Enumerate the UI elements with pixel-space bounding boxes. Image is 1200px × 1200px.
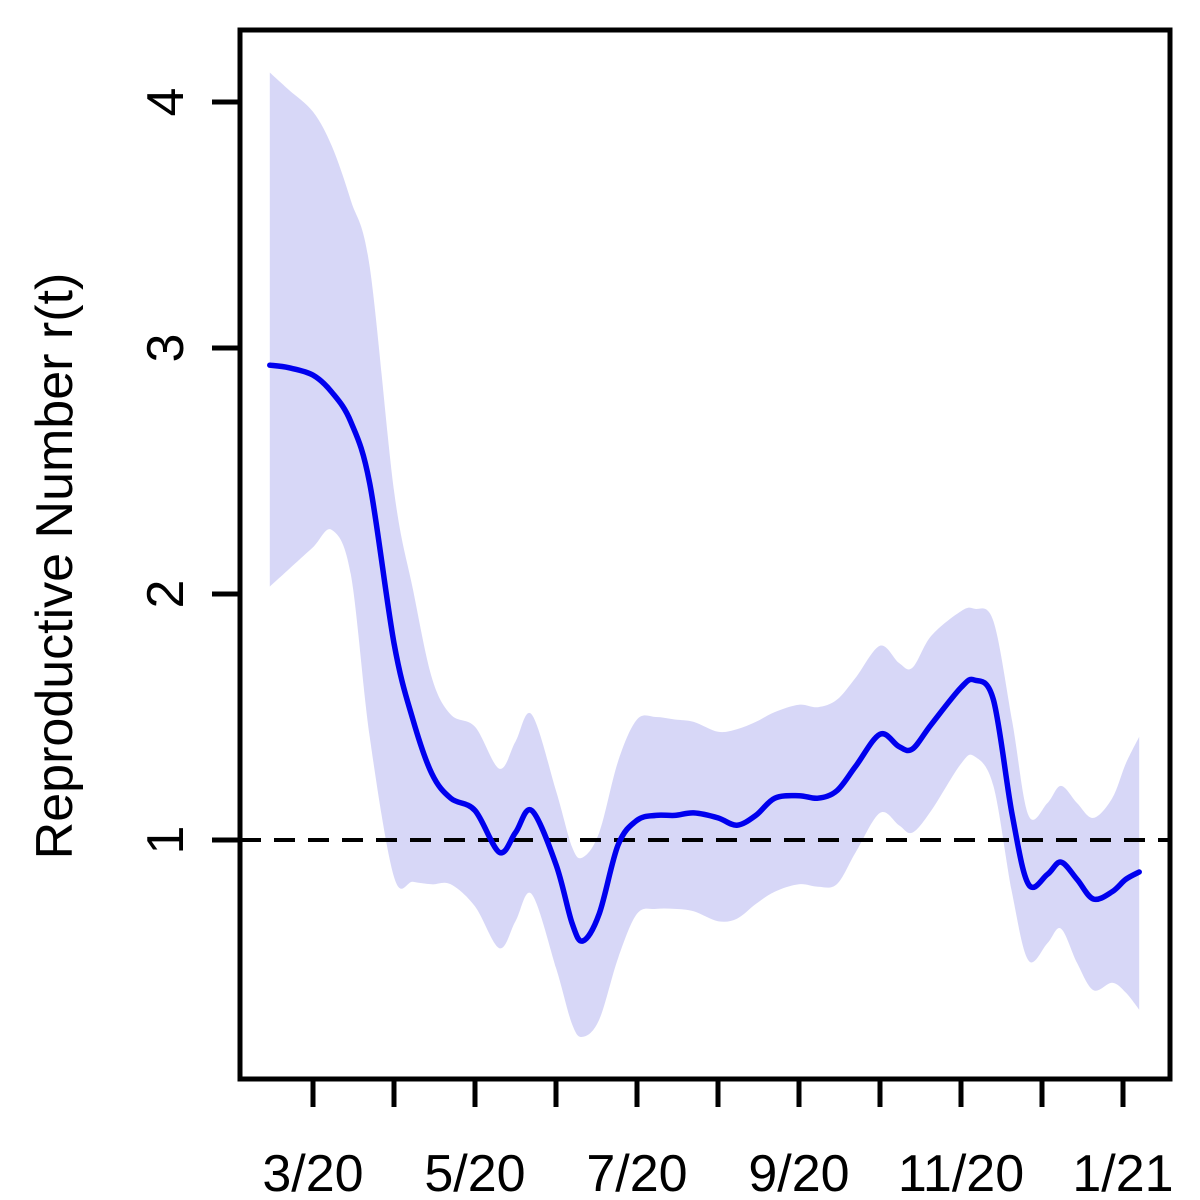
rt-mean-line — [267, 362, 1142, 944]
x-tick-label: 1/21 — [1072, 1145, 1174, 1200]
y-tick-label: 4 — [137, 87, 195, 117]
x-tick-marks — [310, 1079, 1126, 1107]
y-tick-label: 3 — [137, 333, 195, 363]
x-tick-label: 11/20 — [897, 1145, 1025, 1200]
confidence-band — [269, 72, 1140, 1037]
x-tick-label: 5/20 — [424, 1145, 526, 1200]
x-tick-label: 9/20 — [748, 1145, 850, 1200]
x-tick-label: 3/20 — [262, 1145, 364, 1200]
y-tick-marks — [212, 99, 240, 843]
y-tick-label: 1 — [137, 825, 195, 855]
y-tick-label: 2 — [137, 579, 195, 609]
x-tick-label: 7/20 — [586, 1145, 688, 1200]
plot-border — [237, 27, 1173, 1082]
